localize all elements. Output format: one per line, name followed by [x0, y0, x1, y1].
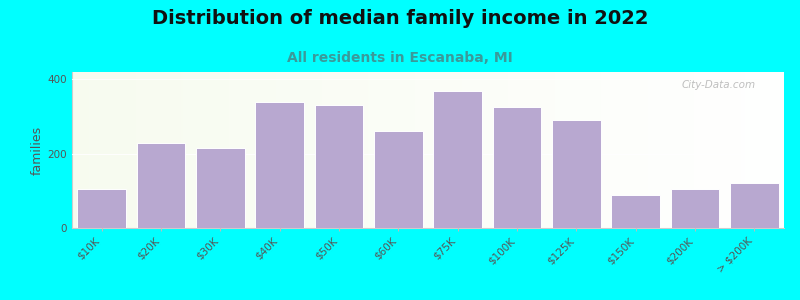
- Text: All residents in Escanaba, MI: All residents in Escanaba, MI: [287, 51, 513, 65]
- Bar: [374, 131, 422, 228]
- Bar: [314, 105, 363, 228]
- Bar: [730, 183, 778, 228]
- Bar: [552, 120, 601, 228]
- Y-axis label: families: families: [30, 125, 43, 175]
- Bar: [196, 148, 245, 228]
- Text: Distribution of median family income in 2022: Distribution of median family income in …: [152, 9, 648, 28]
- Bar: [493, 107, 542, 228]
- Bar: [670, 189, 719, 228]
- Bar: [137, 142, 186, 228]
- Bar: [611, 195, 660, 228]
- Bar: [255, 102, 304, 228]
- Text: City-Data.com: City-Data.com: [682, 80, 755, 90]
- Bar: [434, 91, 482, 228]
- Bar: [78, 189, 126, 228]
